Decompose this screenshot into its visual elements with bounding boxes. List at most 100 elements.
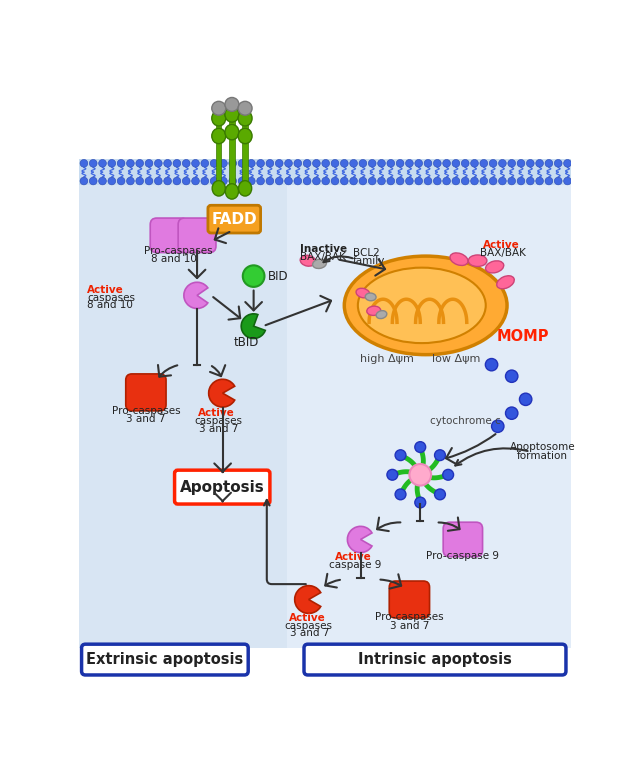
Text: BCL2: BCL2 bbox=[353, 248, 380, 258]
Circle shape bbox=[517, 160, 525, 167]
Circle shape bbox=[173, 177, 181, 185]
Circle shape bbox=[257, 160, 264, 167]
Text: 3 and 7: 3 and 7 bbox=[126, 414, 165, 425]
Circle shape bbox=[219, 177, 227, 185]
Circle shape bbox=[183, 177, 190, 185]
Circle shape bbox=[452, 160, 460, 167]
Circle shape bbox=[526, 160, 534, 167]
Ellipse shape bbox=[313, 259, 327, 269]
Ellipse shape bbox=[450, 253, 468, 266]
Circle shape bbox=[127, 160, 134, 167]
Circle shape bbox=[415, 160, 423, 167]
Circle shape bbox=[219, 160, 227, 167]
Text: Extrinsic apoptosis: Extrinsic apoptosis bbox=[86, 652, 243, 667]
Circle shape bbox=[183, 160, 190, 167]
Ellipse shape bbox=[238, 180, 252, 196]
Text: FADD: FADD bbox=[211, 212, 257, 227]
Text: caspases: caspases bbox=[285, 621, 333, 631]
Circle shape bbox=[517, 177, 525, 185]
Text: Inactive: Inactive bbox=[300, 244, 347, 254]
Text: high Δψm: high Δψm bbox=[360, 355, 414, 365]
Circle shape bbox=[536, 177, 543, 185]
Circle shape bbox=[164, 177, 171, 185]
Circle shape bbox=[508, 160, 515, 167]
Circle shape bbox=[526, 177, 534, 185]
Circle shape bbox=[564, 160, 571, 167]
Circle shape bbox=[89, 177, 97, 185]
FancyBboxPatch shape bbox=[443, 522, 482, 557]
Circle shape bbox=[164, 160, 171, 167]
Circle shape bbox=[443, 177, 451, 185]
Bar bbox=[79, 91, 571, 170]
Text: caspases: caspases bbox=[87, 293, 135, 303]
Circle shape bbox=[443, 470, 453, 480]
Ellipse shape bbox=[212, 129, 226, 144]
Circle shape bbox=[489, 160, 497, 167]
Wedge shape bbox=[295, 586, 321, 613]
Circle shape bbox=[331, 160, 339, 167]
Text: MOMP: MOMP bbox=[496, 329, 549, 344]
Circle shape bbox=[275, 177, 283, 185]
Circle shape bbox=[191, 160, 199, 167]
Circle shape bbox=[238, 101, 252, 115]
Circle shape bbox=[266, 177, 274, 185]
Ellipse shape bbox=[486, 261, 504, 273]
Text: 3 and 7: 3 and 7 bbox=[390, 621, 429, 631]
Ellipse shape bbox=[344, 256, 507, 355]
Circle shape bbox=[491, 420, 504, 432]
Ellipse shape bbox=[424, 472, 431, 477]
Circle shape bbox=[443, 160, 451, 167]
Circle shape bbox=[108, 160, 115, 167]
FancyBboxPatch shape bbox=[150, 218, 188, 253]
Text: Pro-caspase 9: Pro-caspase 9 bbox=[427, 552, 500, 562]
Ellipse shape bbox=[225, 183, 238, 199]
Text: cytochrome c: cytochrome c bbox=[430, 416, 501, 426]
Circle shape bbox=[117, 160, 125, 167]
Circle shape bbox=[434, 450, 446, 460]
Ellipse shape bbox=[225, 107, 239, 122]
Circle shape bbox=[519, 393, 532, 406]
Circle shape bbox=[462, 160, 469, 167]
Circle shape bbox=[480, 177, 488, 185]
Bar bbox=[216, 108, 221, 185]
Circle shape bbox=[415, 177, 423, 185]
Ellipse shape bbox=[421, 477, 427, 485]
Bar bbox=[79, 159, 571, 185]
Text: Active: Active bbox=[198, 408, 235, 419]
FancyBboxPatch shape bbox=[126, 374, 166, 411]
Circle shape bbox=[210, 160, 218, 167]
Ellipse shape bbox=[365, 293, 376, 301]
Circle shape bbox=[545, 160, 553, 167]
Ellipse shape bbox=[238, 129, 252, 144]
Circle shape bbox=[508, 177, 515, 185]
Circle shape bbox=[505, 370, 518, 382]
Ellipse shape bbox=[225, 125, 239, 140]
Ellipse shape bbox=[367, 306, 380, 315]
Circle shape bbox=[387, 177, 395, 185]
Circle shape bbox=[378, 177, 385, 185]
Text: 8 and 10: 8 and 10 bbox=[87, 301, 133, 310]
Circle shape bbox=[331, 177, 339, 185]
Circle shape bbox=[434, 489, 446, 500]
Circle shape bbox=[145, 177, 153, 185]
Circle shape bbox=[498, 160, 507, 167]
Ellipse shape bbox=[414, 477, 420, 485]
Circle shape bbox=[313, 160, 320, 167]
Circle shape bbox=[257, 177, 264, 185]
Circle shape bbox=[238, 177, 246, 185]
Circle shape bbox=[395, 450, 406, 460]
Circle shape bbox=[415, 441, 425, 453]
Text: family: family bbox=[353, 256, 385, 266]
Ellipse shape bbox=[300, 255, 316, 266]
Circle shape bbox=[434, 177, 441, 185]
Circle shape bbox=[378, 160, 385, 167]
Text: Pro-caspases: Pro-caspases bbox=[112, 406, 180, 416]
Circle shape bbox=[117, 177, 125, 185]
Circle shape bbox=[470, 160, 479, 167]
Circle shape bbox=[173, 160, 181, 167]
Circle shape bbox=[340, 177, 348, 185]
Wedge shape bbox=[347, 527, 372, 552]
Circle shape bbox=[505, 407, 518, 419]
Circle shape bbox=[89, 160, 97, 167]
Circle shape bbox=[462, 177, 469, 185]
